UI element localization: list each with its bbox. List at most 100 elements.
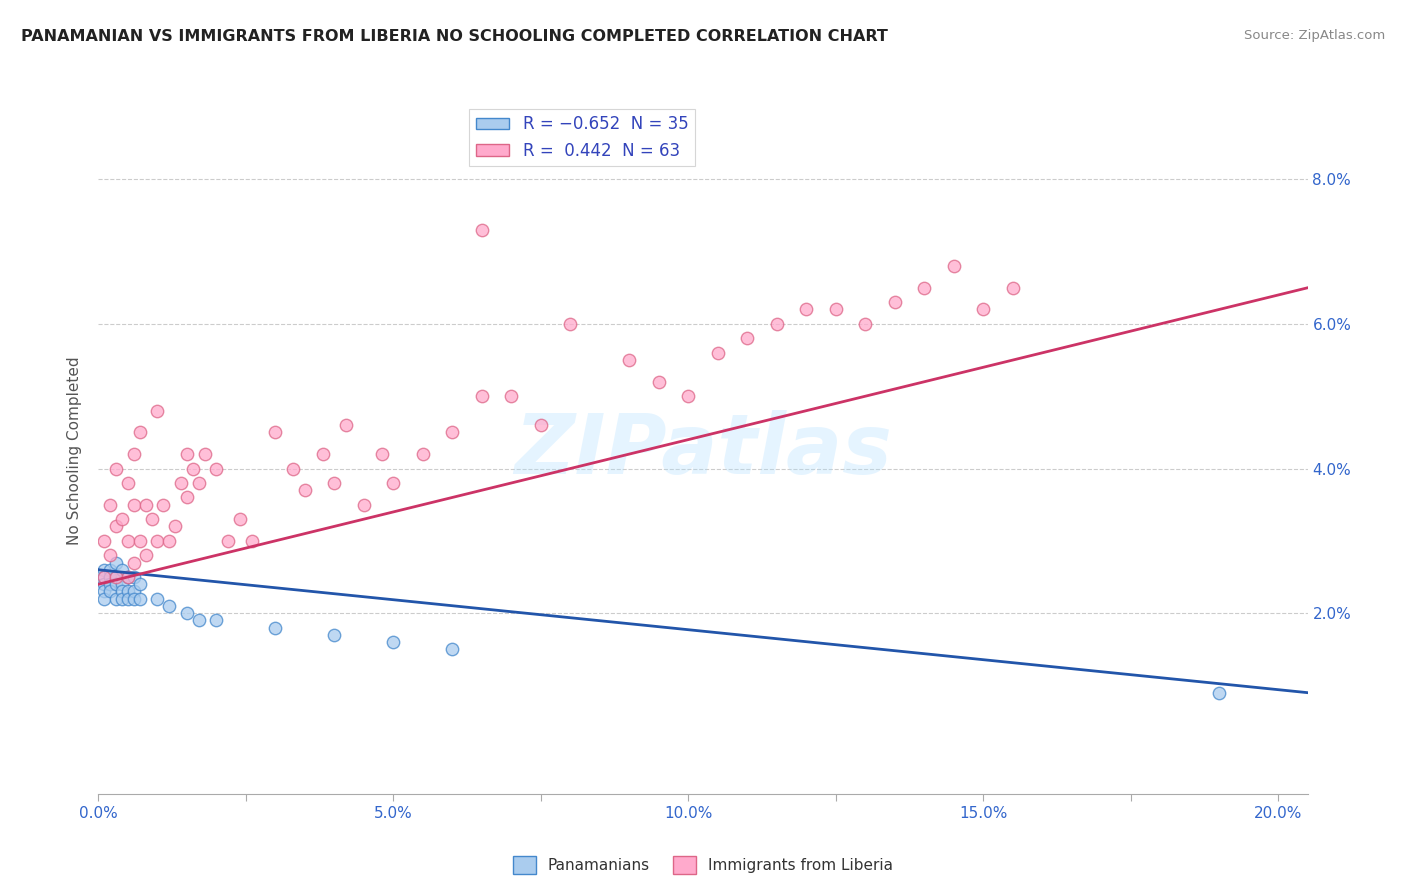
Point: [187, 475, 209, 490]
Point: [93, 570, 115, 584]
Point: [205, 613, 228, 627]
Point: [111, 563, 134, 577]
Point: [98, 584, 121, 599]
Point: [240, 533, 263, 548]
Text: PANAMANIAN VS IMMIGRANTS FROM LIBERIA NO SCHOOLING COMPLETED CORRELATION CHART: PANAMANIAN VS IMMIGRANTS FROM LIBERIA NO…: [21, 29, 889, 44]
Point: [146, 403, 169, 417]
Point: [122, 447, 145, 461]
Point: [176, 447, 198, 461]
Point: [105, 519, 128, 533]
Point: [382, 475, 405, 490]
Point: [794, 302, 817, 317]
Point: [972, 302, 994, 317]
Point: [170, 475, 193, 490]
Point: [93, 570, 115, 584]
Point: [93, 533, 115, 548]
Point: [117, 591, 139, 606]
Point: [294, 483, 316, 498]
Point: [229, 512, 252, 526]
Point: [560, 317, 582, 331]
Point: [678, 389, 700, 403]
Point: [146, 591, 169, 606]
Point: [128, 533, 150, 548]
Point: [912, 281, 935, 295]
Point: [146, 533, 169, 548]
Point: [128, 591, 150, 606]
Point: [93, 591, 115, 606]
Point: [93, 563, 115, 577]
Point: [441, 425, 464, 440]
Point: [152, 498, 174, 512]
Point: [98, 498, 121, 512]
Point: [122, 556, 145, 570]
Point: [111, 577, 134, 591]
Point: [323, 628, 346, 642]
Y-axis label: No Schooling Completed: No Schooling Completed: [67, 356, 83, 545]
Point: [619, 353, 641, 368]
Point: [217, 533, 239, 548]
Point: [135, 549, 157, 563]
Point: [181, 461, 204, 475]
Point: [853, 317, 876, 331]
Point: [117, 570, 139, 584]
Point: [735, 331, 758, 345]
Point: [187, 613, 209, 627]
Point: [323, 475, 346, 490]
Point: [648, 375, 671, 389]
Point: [141, 512, 163, 526]
Point: [205, 461, 228, 475]
Point: [370, 447, 392, 461]
Point: [441, 642, 464, 657]
Point: [105, 591, 128, 606]
Text: Source: ZipAtlas.com: Source: ZipAtlas.com: [1244, 29, 1385, 42]
Legend: Panamanians, Immigrants from Liberia: Panamanians, Immigrants from Liberia: [506, 849, 900, 880]
Point: [765, 317, 787, 331]
Point: [105, 570, 128, 584]
Point: [93, 584, 115, 599]
Point: [706, 346, 728, 360]
Point: [530, 418, 553, 433]
Point: [382, 635, 405, 649]
Point: [111, 591, 134, 606]
Point: [122, 584, 145, 599]
Point: [98, 570, 121, 584]
Point: [105, 461, 128, 475]
Point: [117, 533, 139, 548]
Point: [165, 519, 187, 533]
Point: [281, 461, 304, 475]
Point: [98, 563, 121, 577]
Point: [111, 512, 134, 526]
Point: [471, 223, 494, 237]
Point: [501, 389, 523, 403]
Point: [98, 577, 121, 591]
Point: [128, 577, 150, 591]
Point: [412, 447, 434, 461]
Point: [1208, 686, 1230, 700]
Point: [335, 418, 357, 433]
Point: [176, 491, 198, 505]
Point: [93, 577, 115, 591]
Point: [117, 584, 139, 599]
Point: [311, 447, 333, 461]
Point: [1001, 281, 1024, 295]
Point: [122, 591, 145, 606]
Point: [824, 302, 846, 317]
Point: [194, 447, 217, 461]
Point: [105, 577, 128, 591]
Point: [157, 533, 180, 548]
Point: [105, 570, 128, 584]
Point: [128, 425, 150, 440]
Point: [942, 259, 965, 273]
Point: [264, 425, 287, 440]
Point: [98, 549, 121, 563]
Point: [883, 295, 905, 310]
Point: [176, 606, 198, 620]
Point: [117, 570, 139, 584]
Text: ZIPatlas: ZIPatlas: [515, 410, 891, 491]
Point: [264, 621, 287, 635]
Point: [117, 475, 139, 490]
Point: [122, 498, 145, 512]
Point: [471, 389, 494, 403]
Point: [111, 584, 134, 599]
Point: [122, 570, 145, 584]
